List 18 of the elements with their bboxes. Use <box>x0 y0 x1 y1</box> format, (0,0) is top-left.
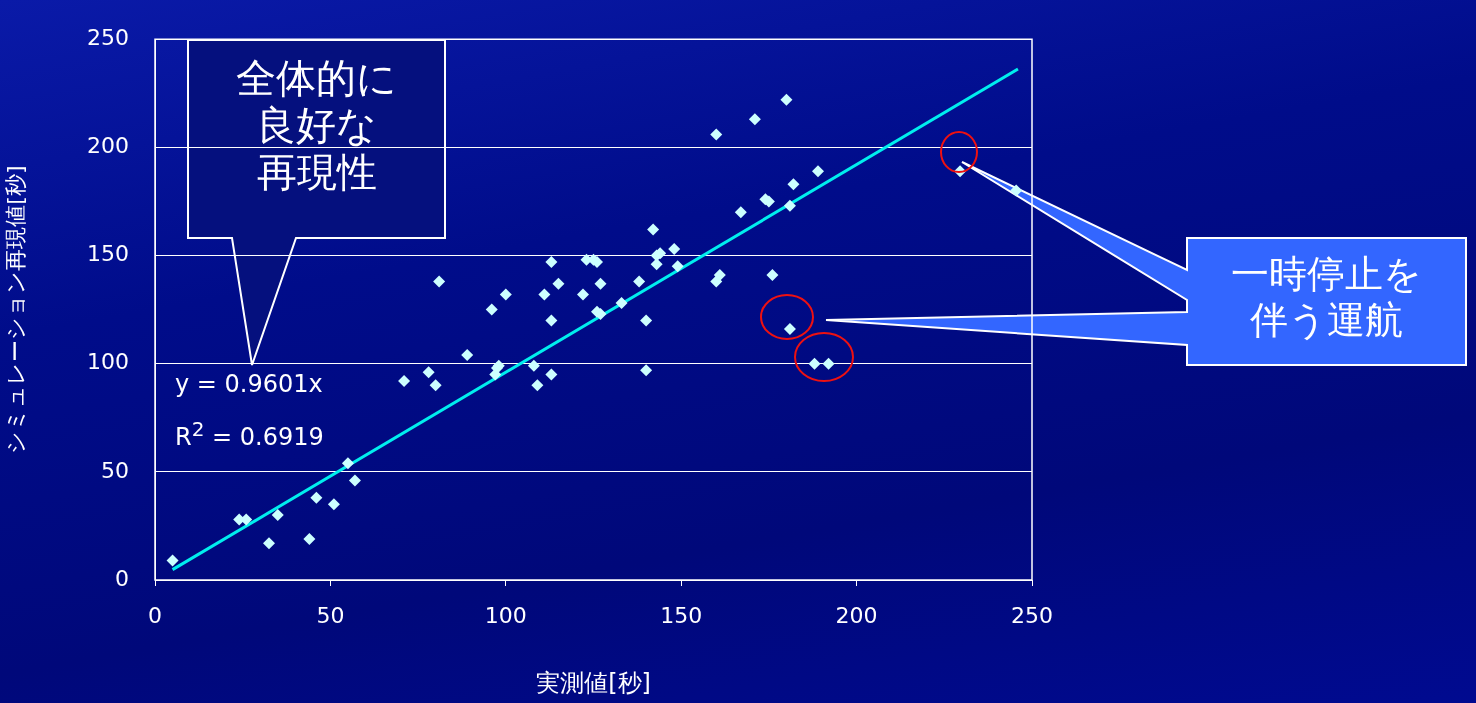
y-tick-label: 0 <box>115 565 129 591</box>
annotation: 全体的に良好な再現性 <box>235 55 398 197</box>
x-tick-label: 150 <box>660 602 703 628</box>
x-axis-title: 実測値[秒] <box>536 668 651 697</box>
x-tick-label: 0 <box>148 602 162 628</box>
x-tick-label: 100 <box>484 602 527 628</box>
text: 一時停止を伴う運航 <box>1230 252 1423 344</box>
annotation: y = 0.9601x <box>175 370 323 398</box>
annotation: R$^{2}$ = 0.6919 <box>175 417 324 451</box>
y-tick-label: 250 <box>87 24 129 50</box>
y-axis-title: シミュレーション再現値[秒] <box>2 165 28 454</box>
y-tick-label: 100 <box>87 349 129 375</box>
y-tick-label: 150 <box>87 241 129 267</box>
y-tick-label: 50 <box>101 457 129 483</box>
y-tick-label: 200 <box>87 133 129 159</box>
x-tick-label: 250 <box>1011 602 1053 628</box>
x-tick-label: 50 <box>316 602 345 628</box>
x-tick-label: 200 <box>835 602 878 628</box>
